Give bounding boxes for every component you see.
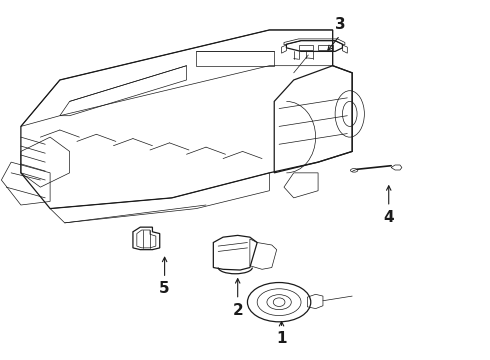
Bar xyxy=(318,45,333,50)
Bar xyxy=(298,45,313,50)
Text: 3: 3 xyxy=(335,17,345,32)
Text: 1: 1 xyxy=(276,332,287,346)
Text: 2: 2 xyxy=(232,303,243,318)
Text: 4: 4 xyxy=(383,210,394,225)
Text: 5: 5 xyxy=(159,282,170,296)
